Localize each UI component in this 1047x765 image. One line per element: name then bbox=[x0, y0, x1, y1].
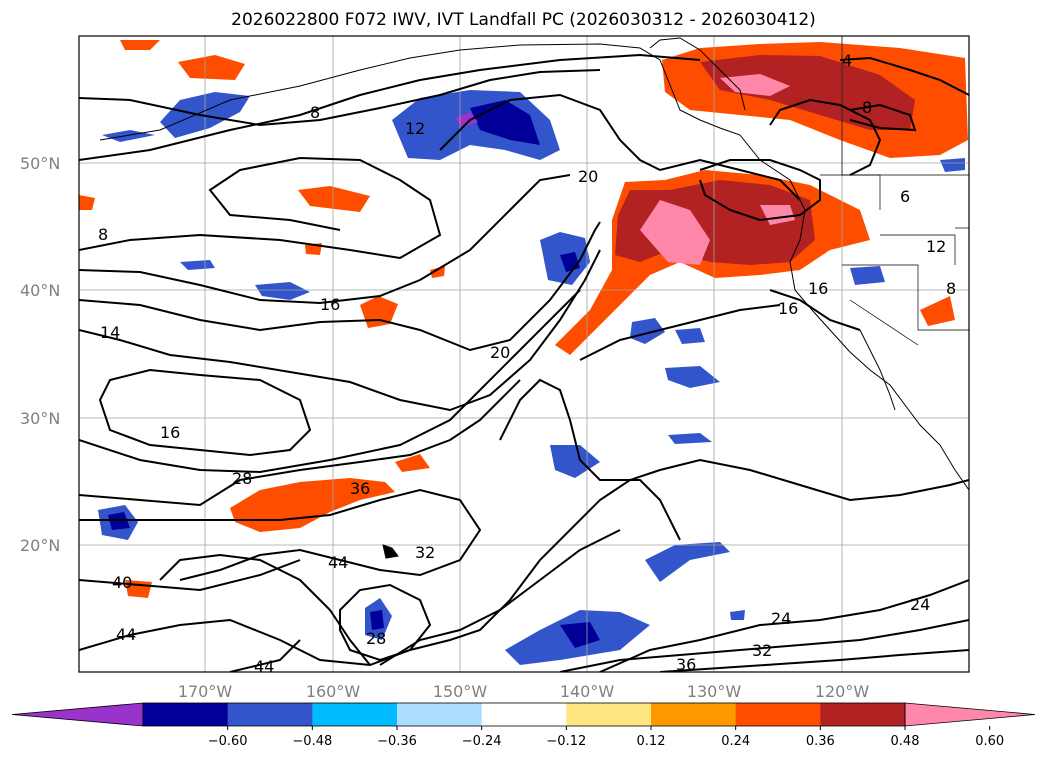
colorbar-box bbox=[735, 703, 821, 726]
colorbar-box bbox=[481, 703, 567, 726]
lon-label: 150°W bbox=[433, 682, 488, 701]
contour-label: 36 bbox=[676, 655, 696, 674]
map-border bbox=[78, 35, 970, 673]
colorbar-outline bbox=[142, 702, 906, 727]
contour-label: 8 bbox=[98, 225, 108, 244]
colorbar-box bbox=[566, 703, 652, 726]
colorbar-tick-label: 0.24 bbox=[721, 734, 750, 749]
contour-label: 16 bbox=[160, 423, 180, 442]
lon-label: 170°W bbox=[178, 682, 233, 701]
coastlines bbox=[99, 37, 969, 559]
contour-label: 32 bbox=[415, 543, 435, 562]
colorbar-tick-label: −0.12 bbox=[546, 734, 586, 749]
colorbar-extend-high bbox=[904, 702, 1036, 727]
contour-label: 12 bbox=[926, 237, 946, 256]
colorbar-box bbox=[820, 703, 906, 726]
colorbar-tick-label: 0.60 bbox=[975, 734, 1004, 749]
political-boundaries bbox=[820, 36, 969, 346]
contour-label: 28 bbox=[232, 469, 252, 488]
colorbar-tick-label: 0.48 bbox=[891, 734, 920, 749]
contour-label: 8 bbox=[946, 279, 956, 298]
colorbar-tick-label: −0.24 bbox=[462, 734, 502, 749]
contour-label: 16 bbox=[778, 299, 798, 318]
graticule bbox=[79, 36, 969, 672]
longitude-labels: 170°W 160°W 150°W 140°W 130°W 120°W bbox=[178, 682, 870, 701]
contour-label: 44 bbox=[116, 625, 136, 644]
negative-anomaly-north-pacific bbox=[392, 90, 560, 160]
contour-label: 40 bbox=[112, 573, 132, 592]
contour-label: 36 bbox=[350, 479, 370, 498]
map-title: 2026022800 F072 IWV, IVT Landfall PC (20… bbox=[231, 10, 816, 30]
iwv-contours bbox=[79, 53, 969, 672]
contour-label: 44 bbox=[254, 657, 274, 676]
lat-label: 20°N bbox=[20, 536, 60, 555]
colorbar-tick-label: −0.36 bbox=[377, 734, 417, 749]
contour-label: 44 bbox=[328, 553, 348, 572]
colorbar-box bbox=[227, 703, 313, 726]
lon-label: 130°W bbox=[687, 682, 742, 701]
positive-anomaly-subtropical bbox=[230, 478, 395, 532]
lon-label: 120°W bbox=[815, 682, 870, 701]
contour-label: 32 bbox=[752, 641, 772, 660]
lat-label: 50°N bbox=[20, 154, 60, 173]
contour-labels: 4 8 8 12 20 8 12 6 16 16 8 14 16 20 16 2… bbox=[98, 51, 956, 676]
contour-label: 4 bbox=[842, 51, 852, 70]
contour-label: 12 bbox=[405, 119, 425, 138]
contour-label: 28 bbox=[366, 629, 386, 648]
lat-label: 30°N bbox=[20, 409, 60, 428]
colorbar-tick-label: −0.60 bbox=[208, 734, 248, 749]
colorbar-box bbox=[651, 703, 737, 726]
colorbar: −0.60 −0.48 −0.36 −0.24 −0.12 0.12 0.24 0.36 0.4… bbox=[11, 702, 1036, 749]
contour-label: 24 bbox=[910, 595, 930, 614]
colorbar-extend-low bbox=[11, 702, 144, 727]
latitude-labels: 50°N 40°N 30°N 20°N bbox=[20, 154, 60, 555]
colorbar-box bbox=[312, 703, 398, 726]
contour-label: 16 bbox=[808, 279, 828, 298]
lon-label: 160°W bbox=[306, 682, 361, 701]
contour-label: 24 bbox=[771, 609, 791, 628]
colorbar-box bbox=[143, 703, 229, 726]
contour-label: 6 bbox=[900, 187, 910, 206]
colorbar-tick-label: 0.36 bbox=[806, 734, 835, 749]
contour-label: 14 bbox=[100, 323, 120, 342]
contour-label: 20 bbox=[490, 343, 510, 362]
colorbar-box bbox=[397, 703, 483, 726]
contour-label: 8 bbox=[310, 103, 320, 122]
contour-label: 20 bbox=[578, 167, 598, 186]
lon-label: 140°W bbox=[560, 682, 615, 701]
lat-label: 40°N bbox=[20, 281, 60, 300]
contour-label: 8 bbox=[862, 98, 872, 117]
colorbar-tick-label: 0.12 bbox=[637, 734, 666, 749]
contour-label: 16 bbox=[320, 295, 340, 314]
colorbar-tick-label: −0.48 bbox=[292, 734, 332, 749]
